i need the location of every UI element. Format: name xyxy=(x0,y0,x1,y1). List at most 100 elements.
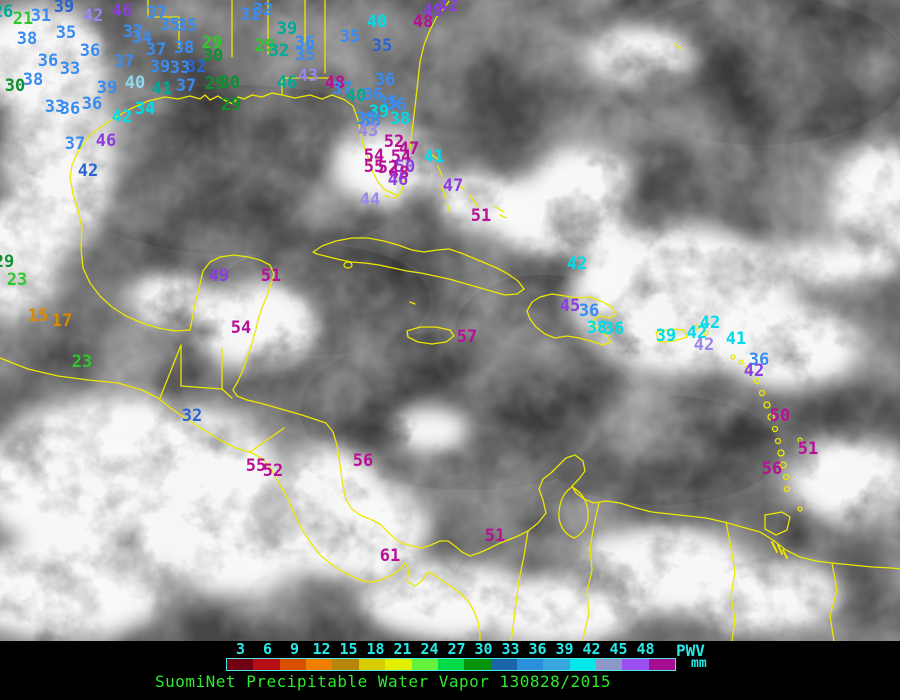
pwv-station-label: 41 xyxy=(423,147,445,168)
pwv-station-label: 29 xyxy=(220,95,242,116)
pwv-station-label: 39 xyxy=(96,78,118,99)
pwv-station-label: 42 xyxy=(77,161,99,182)
pwv-station-label: 47 xyxy=(398,139,420,160)
colorbar-segment xyxy=(253,659,280,670)
pwv-station-label: 33 xyxy=(360,111,382,132)
station-labels-layer: 2621313942463735353835373436373829303132… xyxy=(0,0,818,567)
pwv-station-label: 46 xyxy=(95,131,117,152)
pwv-station-label: 51 xyxy=(470,206,492,227)
pwv-station-label: 37 xyxy=(145,40,167,61)
pwv-station-label: 36 xyxy=(59,99,81,120)
pwv-station-label: 48 xyxy=(412,12,434,33)
colorbar-segment xyxy=(411,659,438,670)
pwv-station-label: 39 xyxy=(368,102,390,123)
pwv-station-label: 51 xyxy=(260,266,282,287)
pwv-station-label: 33 xyxy=(169,58,191,79)
cuba-coastline xyxy=(312,237,525,296)
pwv-station-label: 35 xyxy=(176,16,198,37)
pwv-station-label: 46 xyxy=(276,73,298,94)
pwv-station-label: 47 xyxy=(442,176,464,197)
colorbar-segment xyxy=(306,659,333,670)
pwv-station-label: 35 xyxy=(355,109,377,130)
colorbar-tick: 9 xyxy=(289,640,300,658)
colorbar-segment xyxy=(596,659,623,670)
colorbar-segment xyxy=(332,659,359,670)
pwv-station-label: 29 xyxy=(0,252,15,273)
jamaica-coastline xyxy=(406,326,455,345)
pwv-station-label: 29 xyxy=(254,36,276,57)
pwv-station-label: 61 xyxy=(379,546,401,567)
colorbar-tick: 12 xyxy=(312,640,331,658)
satellite-map: 2621313942463735353835373436373829303132… xyxy=(0,0,900,641)
colorbar-tick: 30 xyxy=(474,640,493,658)
pwv-station-label: 55 xyxy=(245,456,267,477)
colorbar-tick: 24 xyxy=(420,640,439,658)
satellite-cloud-imagery xyxy=(0,0,900,641)
pwv-station-label: 29 xyxy=(204,74,226,95)
pwv-station-label: 30 xyxy=(202,46,224,67)
pwv-station-label: 23 xyxy=(71,352,93,373)
colorbar-unit-mm: mm xyxy=(691,656,707,671)
pwv-station-label: 32 xyxy=(268,41,290,62)
pwv-station-label: 42 xyxy=(437,0,459,17)
pwv-station-label: 36 xyxy=(578,301,600,322)
pwv-station-label: 36 xyxy=(362,85,384,106)
pwv-station-label: 33 xyxy=(44,97,66,118)
colorbar-tick: 6 xyxy=(262,640,273,658)
pwv-station-label: 56 xyxy=(352,451,374,472)
pwv-station-label: 46 xyxy=(387,170,409,191)
colorbar-tick: 3 xyxy=(235,640,246,658)
pwv-station-label: 32 xyxy=(252,0,274,21)
orinoco-delta xyxy=(771,541,788,559)
pwv-station-label: 42 xyxy=(686,323,708,344)
colorbar-tick: 18 xyxy=(366,640,385,658)
pwv-station-label: 43 xyxy=(357,121,379,142)
south-america-borders xyxy=(510,502,838,641)
pwv-station-label: 35 xyxy=(294,45,316,66)
pwv-station-label: 37 xyxy=(113,52,135,73)
pwv-station-label: 49 xyxy=(208,266,230,287)
pwv-station-label: 55 xyxy=(363,157,385,178)
pwv-station-label: 31 xyxy=(239,5,261,26)
pwv-station-label: 42 xyxy=(82,6,104,27)
pwv-station-label: 36 xyxy=(294,33,316,54)
pwv-station-label: 37 xyxy=(146,3,168,24)
pwv-station-label: 49 xyxy=(422,1,444,22)
pwv-station-label: 36 xyxy=(374,70,396,91)
puerto-rico-coastline xyxy=(655,328,688,343)
colorbar-segment xyxy=(543,659,570,670)
colorbar-segment xyxy=(569,659,597,670)
coastline-borders-overlay xyxy=(0,0,900,641)
central-america-borders xyxy=(159,344,285,453)
bahamas-islands xyxy=(384,43,683,305)
pwv-station-label: 50 xyxy=(769,406,791,427)
colorbar-segment xyxy=(358,659,386,670)
pwv-station-label: 54 xyxy=(363,146,385,167)
pwv-station-label: 39 xyxy=(655,326,677,347)
pwv-station-label: 32 xyxy=(185,57,207,78)
colorbar-segment xyxy=(464,659,491,670)
pwv-station-label: 33 xyxy=(59,59,81,80)
colorbar-segment xyxy=(227,659,254,670)
colorbar-segment xyxy=(622,659,649,670)
pwv-station-label: 48 xyxy=(388,163,410,184)
pacific-coastline xyxy=(0,357,481,641)
pwv-station-label: 40 xyxy=(366,12,388,33)
pwv-station-label: 50 xyxy=(394,157,416,178)
colorbar-tick: 39 xyxy=(555,640,574,658)
pwv-station-label: 34 xyxy=(134,99,156,120)
pwv-station-label: 35 xyxy=(377,93,399,114)
pwv-station-label: 38 xyxy=(586,318,608,339)
pwv-station-label: 31 xyxy=(30,6,52,27)
pwv-station-label: 57 xyxy=(456,327,478,348)
colorbar-segment xyxy=(516,659,544,670)
pwv-station-label: 37 xyxy=(331,79,353,100)
pwv-station-label: 35 xyxy=(55,23,77,44)
legend-bar: 3 6 9 12 15 18 21 24 27 30 33 36 39 42 45 48 PWV mm Suo… xyxy=(0,641,900,700)
colorbar-tick: 48 xyxy=(636,640,655,658)
pwv-station-label: 44 xyxy=(359,190,381,211)
pwv-station-label: 30 xyxy=(219,73,241,94)
colorbar-segment xyxy=(385,659,412,670)
colorbar-tick: 36 xyxy=(528,640,547,658)
pwv-station-label: 41 xyxy=(151,79,173,100)
